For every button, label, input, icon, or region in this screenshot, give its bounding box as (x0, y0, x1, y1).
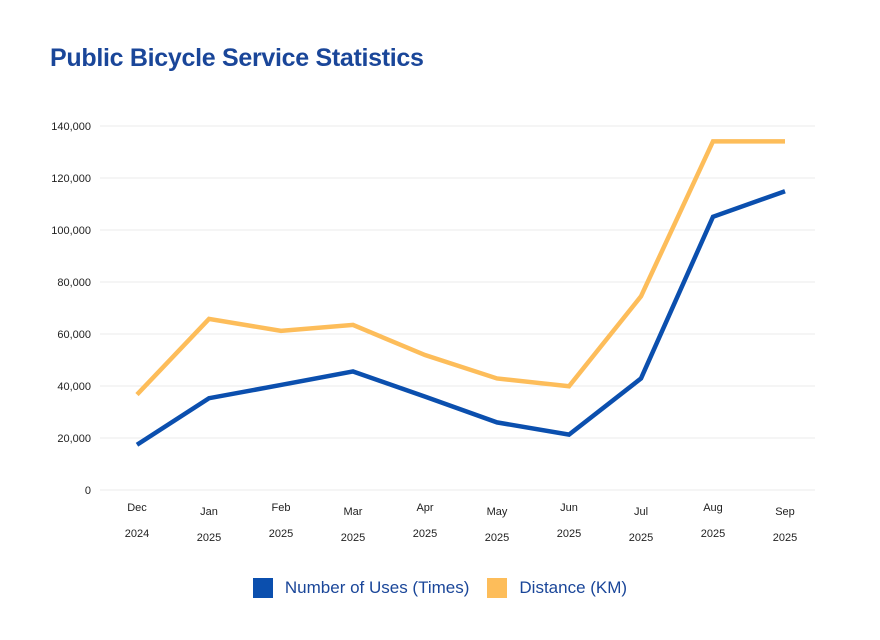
x-tick-label: Jun (560, 502, 578, 514)
x-tick-label: May (487, 506, 508, 518)
x-tick-label: Dec (127, 502, 147, 514)
x-tick-label: Aug (703, 502, 723, 514)
legend-item-distance[interactable]: Distance (KM) (487, 578, 627, 598)
legend-label: Distance (KM) (519, 578, 628, 597)
x-tick-label: Feb (272, 502, 291, 514)
legend-swatch (487, 578, 508, 598)
legend-label: Number of Uses (Times) (284, 578, 470, 597)
x-tick-label: 2025 (341, 532, 365, 544)
legend-item-uses[interactable]: Number of Uses (Times) (252, 578, 470, 598)
x-tick-label: 2025 (269, 528, 293, 540)
y-tick-label: 140,000 (51, 121, 91, 133)
x-tick-label: 2025 (485, 532, 509, 544)
series-line-uses (135, 189, 786, 447)
y-tick-label: 100,000 (51, 225, 91, 237)
x-tick-label: 2024 (125, 528, 149, 540)
x-tick-label: Jul (634, 506, 648, 518)
x-tick-label: Sep (775, 506, 795, 518)
x-tick-label: 2025 (557, 528, 581, 540)
legend: Number of Uses (Times) Distance (KM) (0, 578, 880, 598)
y-tick-label: 60,000 (57, 329, 91, 341)
x-tick-label: Mar (344, 506, 363, 518)
series-line-distance (135, 139, 785, 397)
y-tick-label: 20,000 (57, 433, 91, 445)
x-tick-label: 2025 (701, 528, 725, 540)
x-tick-label: 2025 (773, 532, 797, 544)
x-tick-label: 2025 (197, 532, 221, 544)
y-tick-label: 40,000 (57, 381, 91, 393)
x-tick-label: Apr (416, 502, 433, 514)
chart-title: Public Bicycle Service Statistics (50, 44, 424, 72)
legend-swatch (252, 578, 273, 598)
y-tick-label: 0 (85, 485, 91, 497)
y-tick-label: 120,000 (51, 173, 91, 185)
x-tick-label: 2025 (413, 528, 437, 540)
x-tick-label: 2025 (629, 532, 653, 544)
y-tick-label: 80,000 (57, 277, 91, 289)
x-tick-label: Jan (200, 506, 218, 518)
